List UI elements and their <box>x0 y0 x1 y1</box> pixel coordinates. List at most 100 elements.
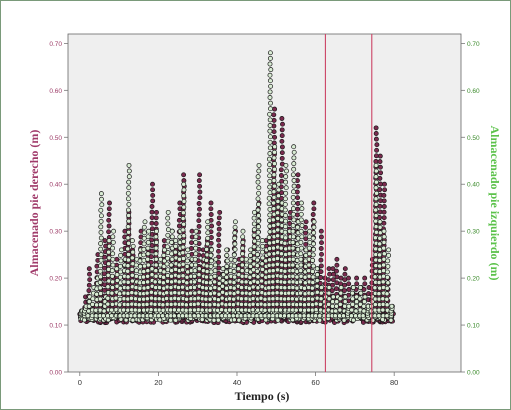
data-point <box>270 217 276 223</box>
data-point <box>133 285 139 290</box>
data-point <box>298 228 304 234</box>
data-point <box>121 279 127 285</box>
data-point <box>384 274 390 280</box>
data-point <box>298 290 303 296</box>
data-point <box>259 261 265 267</box>
data-point <box>381 228 387 234</box>
data-point <box>380 307 386 313</box>
data-point <box>125 235 131 241</box>
data-point <box>105 301 111 307</box>
data-point <box>267 206 273 212</box>
data-point <box>272 134 278 140</box>
data-point <box>212 268 218 274</box>
data-point <box>110 285 115 290</box>
data-point <box>176 273 182 279</box>
data-point <box>251 215 257 221</box>
data-point <box>181 187 187 193</box>
data-point <box>260 266 265 272</box>
data-point <box>319 285 324 290</box>
data-point <box>334 268 339 274</box>
data-point <box>118 252 124 258</box>
data-point <box>240 228 246 234</box>
data-point <box>275 198 281 204</box>
data-point <box>266 156 272 162</box>
data-point <box>373 196 379 202</box>
data-point <box>231 269 237 274</box>
data-point <box>181 198 187 204</box>
data-point <box>271 245 276 251</box>
data-point <box>203 285 209 291</box>
data-point <box>259 272 265 278</box>
data-point <box>373 229 379 235</box>
data-point <box>267 50 273 56</box>
data-point <box>267 55 273 61</box>
data-point <box>106 229 112 235</box>
data-point <box>177 234 183 240</box>
data-point <box>307 228 313 234</box>
data-point <box>338 290 344 296</box>
data-point <box>193 239 199 245</box>
data-point <box>314 278 320 283</box>
data-point <box>165 209 171 215</box>
data-point <box>98 246 104 252</box>
data-point <box>302 296 308 302</box>
data-point <box>110 256 116 262</box>
data-point <box>252 238 258 244</box>
data-point <box>326 277 332 283</box>
data-point <box>354 299 360 305</box>
data-point <box>117 274 123 280</box>
data-point <box>208 200 214 206</box>
data-point <box>303 236 309 242</box>
data-point <box>290 206 296 212</box>
data-point <box>105 272 111 278</box>
data-point <box>251 273 257 278</box>
data-point <box>354 275 360 281</box>
data-point <box>270 290 276 296</box>
data-point <box>203 296 209 302</box>
data-point <box>184 280 190 286</box>
data-point <box>181 238 187 244</box>
data-point <box>270 273 276 279</box>
data-point <box>326 285 332 290</box>
data-point <box>106 212 112 217</box>
data-point <box>216 221 222 226</box>
data-point <box>165 255 170 261</box>
right-tick-label: 0.20 <box>467 276 480 283</box>
data-point <box>164 296 170 301</box>
data-point <box>169 268 175 274</box>
data-point <box>376 313 382 319</box>
data-point <box>154 228 159 234</box>
data-point <box>333 286 339 292</box>
data-point <box>205 224 211 230</box>
data-point <box>110 239 116 245</box>
data-point <box>385 258 391 264</box>
data-point <box>192 290 198 296</box>
data-point <box>380 301 386 307</box>
data-point <box>259 278 265 284</box>
data-point <box>283 174 289 180</box>
data-point <box>306 268 312 274</box>
data-point <box>196 223 202 229</box>
data-point <box>377 209 383 215</box>
left-tick-label: 0.10 <box>49 323 62 330</box>
data-point <box>326 296 332 302</box>
data-point <box>314 272 320 278</box>
data-point <box>240 251 245 257</box>
data-point <box>240 245 246 251</box>
data-point <box>275 227 281 233</box>
data-point <box>153 239 159 245</box>
data-point <box>278 245 284 251</box>
data-point <box>145 268 151 274</box>
data-point <box>141 224 147 230</box>
data-point <box>295 183 301 189</box>
data-point <box>181 172 187 178</box>
data-point <box>99 202 105 208</box>
data-point <box>208 206 214 212</box>
data-point <box>181 221 187 227</box>
data-point <box>149 266 155 272</box>
data-point <box>384 285 390 291</box>
data-point <box>125 190 131 196</box>
left-tick-label: 0.50 <box>49 135 62 142</box>
scatter-points <box>77 50 396 326</box>
data-point <box>211 290 217 296</box>
